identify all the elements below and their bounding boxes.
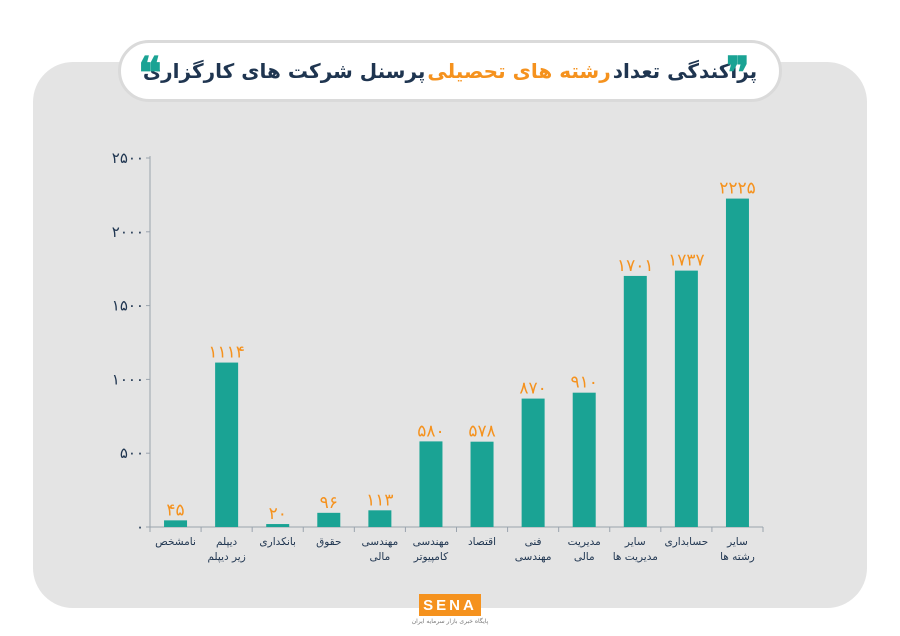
x-category-label-line: حسابداری [665,536,709,548]
y-tick-label: ۵۰۰ [120,444,144,462]
x-category-label: بانکداری [259,536,296,548]
logo-subtitle: پایگاه خبری بازار سرمایه ایران [411,618,489,625]
bar [266,524,290,527]
bar [317,512,341,527]
bar [572,392,596,527]
x-category-label-line: نامشخص [155,536,196,548]
x-category-label-line: مهندسی [413,536,450,548]
bar-value-label: ۹۶ [320,493,338,513]
x-category-label-line: رشته ها [720,551,755,563]
chart-title: پراکندگی تعداد رشته های تحصیلی پرسنل شرک… [118,40,782,102]
x-category-label: مدیریت مالی [568,536,601,563]
x-category-label: سایر مدیریت ها [613,536,658,563]
x-category-label: دیپلم زیر دیپلم [207,536,245,563]
bar-value-label: ۵۸۰ [417,421,444,441]
y-tick-label: ۰ [136,518,144,536]
bar-value-label: ۱۱۳ [366,490,393,510]
bar [470,441,494,527]
sena-logo: SENA [419,594,481,616]
x-category-label: حقوق [316,536,341,548]
title-part1: پراکندگی تعداد [612,59,758,83]
y-tick-label: ۱۵۰۰ [112,297,144,315]
bar-value-label: ۱۷۳۷ [668,251,705,271]
x-category-label-line: سایر [624,536,646,548]
bar-value-label: ۱۱۱۴ [208,343,245,363]
x-category-label-line: مدیریت [568,536,601,548]
x-category-label: حسابداری [665,536,709,548]
bar [419,441,443,527]
quote-open-icon: ❞ [726,48,750,99]
x-category-label-line: مهندسی [362,536,399,548]
y-tick-label: ۲۰۰۰ [112,223,144,241]
bar [725,198,749,527]
x-category-label: فنی مهندسی [515,536,552,563]
bar-value-label: ۵۷۸ [468,422,495,442]
x-category-label: مهندسی کامپیوتر [413,536,450,563]
x-category-label-line: دیپلم [216,536,238,548]
bar-value-label: ۲۲۲۵ [719,179,756,199]
x-category-label-line: فنی [525,536,542,548]
x-category-label: اقتصاد [468,536,496,548]
x-category-label-line: مالی [369,551,390,563]
x-category-label: نامشخص [155,536,196,548]
bar-value-label: ۲۰ [269,504,287,524]
bar [674,270,698,527]
x-category-label: مهندسی مالی [362,536,399,563]
x-category-label-line: مدیریت ها [613,551,658,563]
x-category-label-line: کامپیوتر [413,551,448,563]
bar [164,520,188,527]
bar [623,275,647,527]
x-category-label-line: بانکداری [259,536,296,548]
bar [521,398,545,527]
bar-value-label: ۴۵ [166,500,184,520]
x-category-label: سایر رشته ها [720,536,755,563]
y-tick-label: ۱۰۰۰ [112,370,144,388]
bar-value-label: ۸۷۰ [519,379,546,399]
x-category-label-line: زیر دیپلم [207,551,245,563]
quote-close-icon: ❝ [138,48,162,99]
bar [368,510,392,527]
y-tick-label: ۲۵۰۰ [112,149,144,167]
x-category-label-line: مالی [574,551,595,563]
bar-value-label: ۱۷۰۱ [617,256,654,276]
bar [215,362,239,527]
title-part2: پرسنل شرکت های کارگزاری [142,59,426,83]
bar-value-label: ۹۱۰ [571,373,598,393]
x-category-label-line: حقوق [316,536,341,548]
title-highlight: رشته های تحصیلی [427,59,611,83]
x-category-label-line: اقتصاد [468,536,496,548]
x-category-label-line: سایر [726,536,748,548]
x-category-label-line: مهندسی [515,551,552,563]
